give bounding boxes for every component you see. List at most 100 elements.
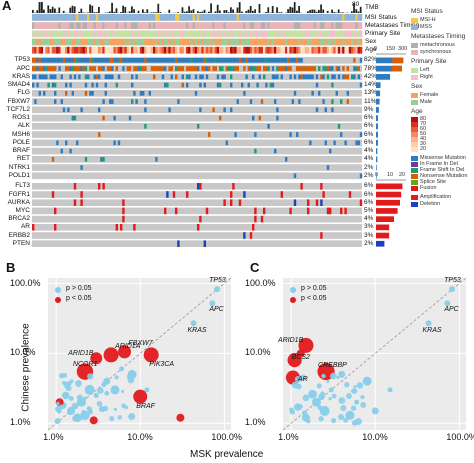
annotation-cell: [298, 46, 301, 54]
annotation-cell: [353, 38, 356, 46]
annotation-cell: [232, 22, 235, 29]
gene-row-bg: [32, 106, 362, 114]
mutation-cell: [245, 57, 248, 63]
annotation-cell: [337, 46, 341, 54]
legend-item-label: synchronous: [420, 48, 452, 55]
annotation-cell: [40, 46, 44, 54]
mutation-cell: [32, 82, 35, 88]
annotation-cell: [355, 22, 358, 29]
annotation-cell: [128, 38, 132, 46]
tmb-bar: [223, 10, 226, 13]
legend-swatch: [411, 74, 418, 80]
mutation-cell: [276, 57, 279, 63]
annotation-cell: [344, 14, 347, 21]
mutation-cell: [289, 74, 292, 80]
mutation-cell: [34, 74, 37, 80]
annotation-cell: [67, 38, 70, 46]
point-nonsig: [86, 406, 92, 412]
mutation-cell: [212, 107, 215, 113]
mutation-freq-bar: [376, 65, 402, 72]
annotation-cell: [199, 22, 202, 29]
cnv-cell: [315, 199, 319, 206]
annotation-cell: [126, 38, 130, 46]
point-nonsig: [101, 381, 107, 388]
age-gradient-swatch: [411, 132, 418, 137]
point-gene-label: TP53: [209, 277, 226, 285]
annotation-cell: [331, 22, 334, 29]
tmb-bar: [73, 6, 76, 13]
mutation-cell: [135, 57, 138, 63]
mutation-cell: [84, 82, 88, 88]
annotation-cell: [223, 14, 226, 21]
annotation-cell: [58, 14, 61, 21]
mutation-cell: [84, 74, 88, 80]
annotation-cell: [146, 38, 149, 46]
annotation-cell: [280, 46, 284, 54]
annotation-cell: [329, 22, 332, 29]
annotation-cell: [168, 38, 171, 46]
point-nonsig: [126, 373, 133, 380]
annotation-cell: [91, 38, 94, 46]
tmb-bar: [95, 12, 98, 13]
mutation-cell: [278, 66, 281, 71]
annotation-cell: [38, 46, 42, 54]
tmb-bar: [51, 6, 54, 13]
tmb-bar: [188, 6, 190, 13]
annotation-cell: [355, 30, 358, 38]
tmb-bar: [155, 12, 157, 13]
mutation-cell: [153, 74, 156, 80]
point-nonsig: [306, 419, 311, 424]
annotation-cell: [225, 38, 229, 46]
annotation-cell: [315, 38, 319, 46]
cnv-cell: [122, 207, 125, 215]
mutation-cell: [80, 107, 83, 113]
mutation-cell: [60, 57, 63, 63]
point-gene-label: KRAS: [187, 327, 207, 335]
annotation-cell: [300, 30, 303, 38]
annotation-cell: [357, 14, 361, 21]
annotation-cell: [241, 22, 244, 29]
annotation-cell: [293, 46, 297, 54]
cnv-cell: [223, 199, 226, 206]
mutation-cell: [236, 99, 239, 104]
annotation-cell: [309, 22, 312, 29]
annotation-cell: [353, 30, 356, 38]
point-nonsig: [344, 382, 350, 388]
mutation-cell: [65, 90, 68, 96]
mutation-cell: [133, 57, 136, 63]
annotation-cell: [60, 14, 64, 21]
annotation-cell: [296, 30, 299, 38]
cnv-row-bg: [32, 240, 362, 247]
mutation-cell: [166, 57, 169, 63]
mutation-cell: [106, 66, 110, 71]
annotation-cell: [287, 22, 290, 29]
gene-row-bg: [32, 81, 362, 89]
annotation-cell: [243, 46, 246, 54]
annotation-cell: [157, 14, 160, 21]
annotation-cell: [135, 22, 138, 29]
annotation-cell: [58, 46, 61, 54]
annotation-cell: [89, 38, 92, 46]
mutation-cell: [243, 90, 246, 96]
mutation-cell: [274, 57, 277, 63]
annotation-cell: [117, 30, 121, 38]
annotation-cell: [186, 30, 189, 38]
mutation-cell: [199, 107, 202, 113]
annotation-cell: [333, 14, 336, 21]
annotation-cell: [254, 46, 257, 54]
legend-swatch: [411, 24, 418, 30]
annotation-cell: [32, 30, 35, 38]
annotation-cell: [208, 38, 211, 46]
mutation-cell: [104, 57, 107, 63]
mutation-cell: [170, 57, 173, 63]
tmb-bar: [241, 11, 243, 13]
mutation-cell: [225, 140, 228, 146]
annotation-cell: [56, 46, 59, 54]
mutation-cell: [186, 74, 189, 80]
annotation-cell: [78, 22, 81, 29]
annotation-cell: [65, 14, 68, 21]
gene-label: NTRK1: [8, 163, 30, 171]
tmb-bar: [36, 10, 39, 13]
tmb-bar: [133, 9, 135, 13]
mutation-cell: [111, 99, 114, 104]
